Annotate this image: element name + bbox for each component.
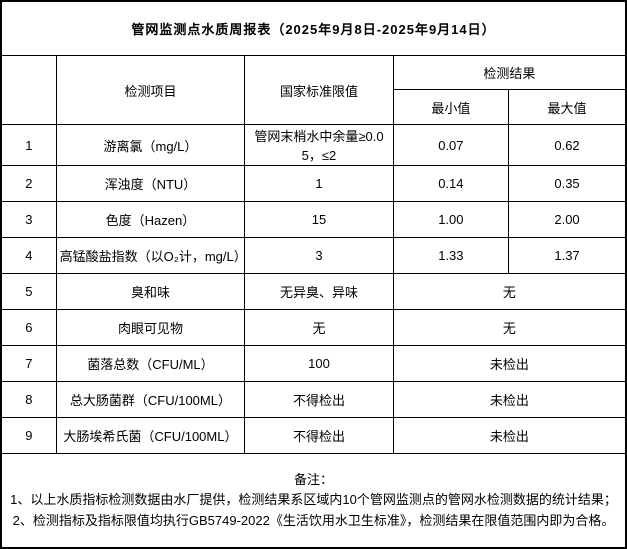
row-standard: 不得检出 [244,381,394,418]
header-standard: 国家标准限值 [244,55,394,125]
notes-line-1: 1、以上水质指标检测数据由水厂提供，检测结果系区域内10个管网监测点的管网水检测… [10,492,617,508]
row-standard: 不得检出 [244,417,394,454]
row-item: 菌落总数（CFU/ML） [55,345,246,382]
row-max: 1.37 [508,237,627,274]
row-no: 7 [0,345,57,382]
row-no: 9 [0,417,57,454]
header-row-2: 最小值 最大值 [1,89,627,125]
row-item: 肉眼可见物 [55,309,246,346]
header-result: 检测结果 [392,55,627,90]
row-min: 1.33 [392,237,510,274]
notes-row: 备注： 1、以上水质指标检测数据由水厂提供，检测结果系区域内10个管网监测点的管… [0,453,627,549]
row-no: 5 [0,273,57,310]
row-item: 色度（Hazen） [55,201,246,238]
notes-line-2: 2、检测指标及指标限值均执行GB5749-2022《生活饮用水卫生标准》，检测结… [12,512,615,528]
header-min: 最小值 [392,89,510,125]
header-index-empty [0,55,57,125]
row-item: 大肠埃希氏菌（CFU/100ML） [55,417,246,454]
notes-section: 备注： 1、以上水质指标检测数据由水厂提供，检测结果系区域内10个管网监测点的管… [0,453,627,549]
row-result-merged: 无 [392,309,627,346]
row-min: 0.14 [392,165,510,202]
table-row: 1 游离氯（mg/L） 管网末梢水中余量≥0.05，≤2 0.07 0.62 [0,124,627,166]
row-no: 8 [0,381,57,418]
page-title: 管网监测点水质周报表（2025年9月8日-2025年9月14日） [0,0,627,56]
row-standard: 3 [244,237,394,274]
table-row: 4 高锰酸盐指数（以O₂计，mg/L） 3 1.33 1.37 [0,237,627,274]
row-standard: 管网末梢水中余量≥0.05，≤2 [244,124,394,166]
row-result-merged: 未检出 [392,381,627,418]
row-no: 3 [0,201,57,238]
table-row: 5 臭和味 无异臭、异味 无 [0,273,627,310]
notes-label: 备注： [293,472,333,488]
row-min: 1.00 [392,201,510,238]
row-no: 6 [0,309,57,346]
row-item: 浑浊度（NTU） [55,165,246,202]
row-result-merged: 未检出 [392,417,627,454]
header-item: 检测项目 [55,55,246,125]
row-result-merged: 无 [392,273,627,310]
table-row: 8 总大肠菌群（CFU/100ML） 不得检出 未检出 [0,381,627,418]
row-min: 0.07 [392,124,510,166]
row-item: 臭和味 [55,273,246,310]
table-row: 3 色度（Hazen） 15 1.00 2.00 [0,201,627,238]
row-standard: 1 [244,165,394,202]
row-standard: 无 [244,309,394,346]
table-row: 6 肉眼可见物 无 无 [0,309,627,346]
header-row-1: 检测项目 国家标准限值 检测结果 [0,55,627,125]
row-no: 4 [0,237,57,274]
row-standard: 15 [244,201,394,238]
table-row: 7 菌落总数（CFU/ML） 100 未检出 [0,345,627,382]
row-max: 0.62 [508,124,627,166]
row-result-merged: 未检出 [392,345,627,382]
header-max: 最大值 [508,89,627,125]
row-standard: 100 [244,345,394,382]
row-max: 2.00 [508,201,627,238]
table-row: 2 浑浊度（NTU） 1 0.14 0.35 [0,165,627,202]
row-item: 总大肠菌群（CFU/100ML） [55,381,246,418]
row-no: 2 [0,165,57,202]
row-no: 1 [0,124,57,166]
row-max: 0.35 [508,165,627,202]
row-item: 游离氯（mg/L） [55,124,246,166]
row-item: 高锰酸盐指数（以O₂计，mg/L） [55,237,246,274]
title-row: 管网监测点水质周报表（2025年9月8日-2025年9月14日） [0,0,627,56]
table-row: 9 大肠埃希氏菌（CFU/100ML） 不得检出 未检出 [0,417,627,454]
row-standard: 无异臭、异味 [244,273,394,310]
